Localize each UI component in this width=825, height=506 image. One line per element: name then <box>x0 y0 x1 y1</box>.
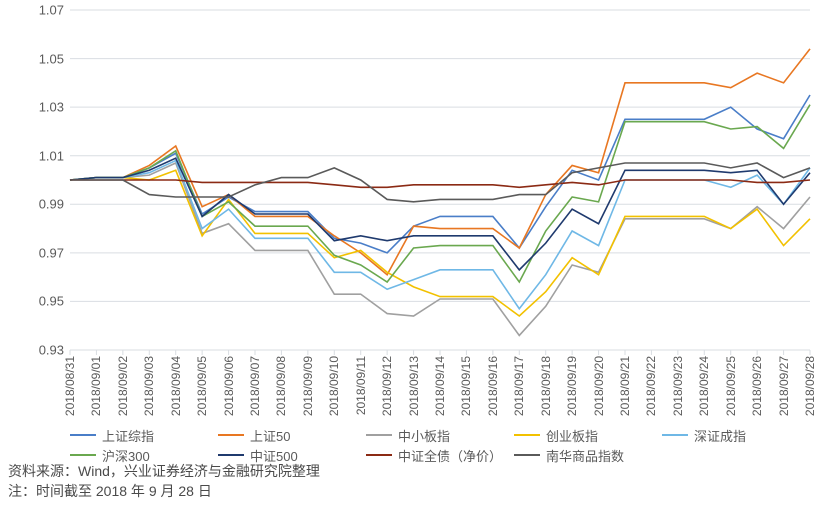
y-tick-label: 1.01 <box>39 148 64 163</box>
x-tick-label: 2018/09/05 <box>195 356 209 416</box>
x-tick-label: 2018/09/23 <box>671 356 685 416</box>
x-tick-label: 2018/09/12 <box>380 356 394 416</box>
plot-area: 0.930.950.970.991.011.031.051.07 <box>70 10 810 350</box>
legend-item: 南华商品指数 <box>514 445 662 465</box>
x-tick-label: 2018/09/13 <box>407 356 421 416</box>
y-tick-label: 0.93 <box>39 343 64 358</box>
legend-label: 中小板指 <box>398 426 450 445</box>
x-tick-label: 2018/09/26 <box>750 356 764 416</box>
x-axis-labels: 2018/08/312018/09/012018/09/022018/09/03… <box>70 350 810 430</box>
x-tick-label: 2018/09/20 <box>592 356 606 416</box>
x-tick-label: 2018/09/22 <box>644 356 658 416</box>
legend-swatch <box>514 454 540 456</box>
x-tick-label: 2018/09/19 <box>565 356 579 416</box>
legend-swatch <box>218 454 244 456</box>
x-tick-label: 2018/09/01 <box>89 356 103 416</box>
x-tick-label: 2018/09/17 <box>512 356 526 416</box>
y-tick-label: 1.05 <box>39 51 64 66</box>
legend-swatch <box>366 434 392 436</box>
x-tick-label: 2018/09/06 <box>222 356 236 416</box>
x-tick-label: 2018/09/08 <box>274 356 288 416</box>
x-tick-label: 2018/09/10 <box>327 356 341 416</box>
y-tick-label: 1.07 <box>39 3 64 18</box>
x-tick-label: 2018/09/18 <box>539 356 553 416</box>
legend-label: 深证成指 <box>694 426 746 445</box>
x-tick-label: 2018/09/16 <box>486 356 500 416</box>
x-tick-label: 2018/09/02 <box>116 356 130 416</box>
legend-item: 中小板指 <box>366 425 514 445</box>
legend-swatch <box>662 434 688 436</box>
series-line <box>70 163 810 335</box>
legend-label: 中证全债（净价） <box>398 446 502 465</box>
legend-label: 上证50 <box>250 426 290 445</box>
legend-item: 上证50 <box>218 425 366 445</box>
chart-svg <box>70 10 810 350</box>
legend-item: 创业板指 <box>514 425 662 445</box>
x-tick-label: 2018/09/09 <box>301 356 315 416</box>
legend-swatch <box>70 434 96 436</box>
x-tick-label: 2018/09/11 <box>354 356 368 415</box>
legend: 上证综指上证50中小板指创业板指深证成指沪深300中证500中证全债（净价）南华… <box>70 425 810 465</box>
legend-swatch <box>218 434 244 436</box>
x-tick-label: 2018/09/03 <box>142 356 156 416</box>
legend-item: 上证综指 <box>70 425 218 445</box>
series-line <box>70 49 810 275</box>
legend-label: 南华商品指数 <box>546 446 624 465</box>
source-footer: 资料来源：Wind，兴业证券经济与金融研究院整理 注：时间截至 2018 年 9… <box>8 462 320 501</box>
x-tick-label: 2018/09/27 <box>777 356 791 416</box>
legend-label: 创业板指 <box>546 426 598 445</box>
y-tick-label: 0.95 <box>39 294 64 309</box>
x-tick-label: 2018/09/15 <box>459 356 473 416</box>
x-tick-label: 2018/09/07 <box>248 356 262 416</box>
legend-swatch <box>70 454 96 456</box>
x-tick-label: 2018/09/14 <box>433 356 447 416</box>
figure: 0.930.950.970.991.011.031.051.07 2018/08… <box>0 0 825 506</box>
x-tick-label: 2018/09/25 <box>724 356 738 416</box>
legend-item: 深证成指 <box>662 425 810 445</box>
series-line <box>70 105 810 282</box>
y-tick-label: 0.97 <box>39 245 64 260</box>
series-line <box>70 170 810 316</box>
x-tick-label: 2018/09/24 <box>697 356 711 416</box>
x-tick-label: 2018/09/04 <box>169 356 183 416</box>
note-line: 注：时间截至 2018 年 9 月 28 日 <box>8 482 320 502</box>
source-line: 资料来源：Wind，兴业证券经济与金融研究院整理 <box>8 462 320 482</box>
x-tick-label: 2018/09/28 <box>803 356 817 416</box>
y-tick-label: 0.99 <box>39 197 64 212</box>
x-tick-label: 2018/09/21 <box>618 356 632 416</box>
legend-swatch <box>366 454 392 456</box>
legend-swatch <box>514 434 540 436</box>
y-tick-label: 1.03 <box>39 100 64 115</box>
legend-item: 中证全债（净价） <box>366 445 514 465</box>
x-tick-label: 2018/08/31 <box>63 356 77 416</box>
legend-label: 上证综指 <box>102 426 154 445</box>
